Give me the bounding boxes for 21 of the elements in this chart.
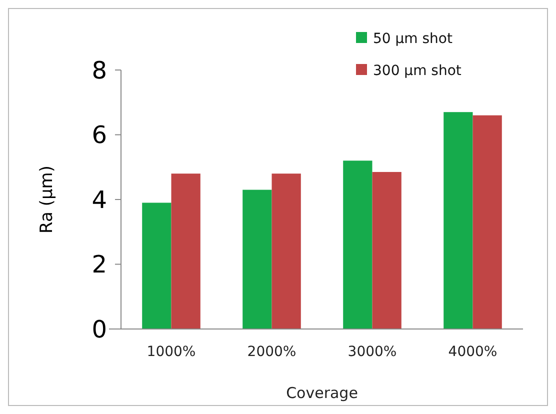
bar — [472, 115, 502, 329]
x-tick-label: 3000% — [348, 344, 397, 360]
y-axis-title: Ra (µm) — [37, 166, 57, 234]
bar — [343, 160, 372, 329]
x-tick-label: 1000% — [146, 344, 196, 360]
y-tick-label: 2 — [92, 250, 107, 279]
y-tick-label: 6 — [92, 121, 107, 150]
bar — [242, 190, 272, 329]
x-tick-label: 2000% — [247, 344, 296, 360]
bar — [171, 174, 200, 329]
bar — [372, 172, 402, 329]
bar — [142, 202, 172, 329]
x-axis-title: Coverage — [286, 384, 358, 402]
y-tick-label: 8 — [92, 56, 107, 84]
x-tick-label: 4000% — [448, 344, 498, 360]
y-tick-label: 4 — [92, 186, 107, 214]
legend-label: 300 µm shot — [373, 62, 462, 79]
bar — [272, 174, 301, 329]
y-tick-label: 0 — [92, 315, 107, 344]
legend-label: 50 µm shot — [373, 30, 453, 47]
bar — [444, 112, 473, 329]
